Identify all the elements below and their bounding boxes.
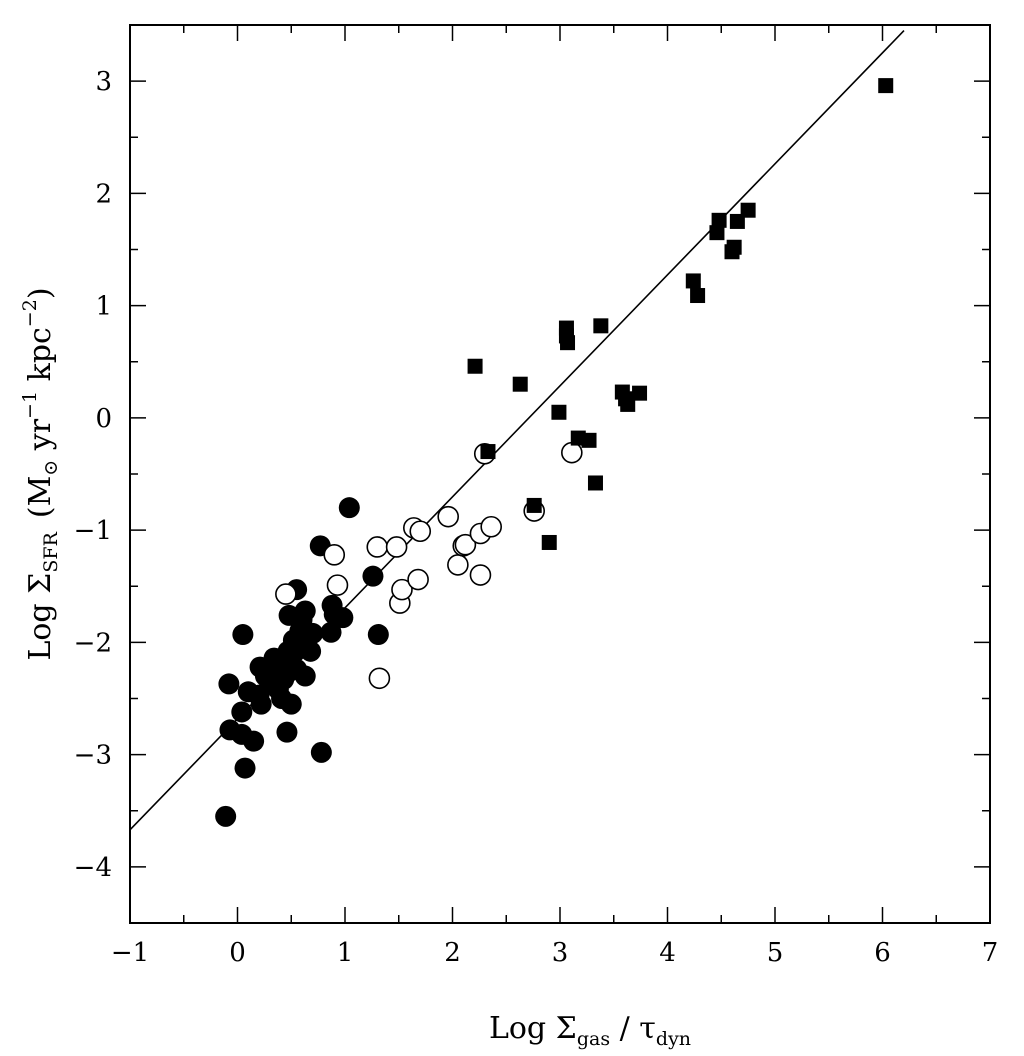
filled-circle-point	[362, 565, 384, 587]
filled-circle-point	[234, 757, 256, 779]
filled-square-point	[480, 444, 496, 460]
filled-circle-point	[338, 497, 360, 519]
filled-circle-point	[264, 654, 286, 676]
filled-square-point	[711, 212, 727, 228]
filled-circle-point	[294, 665, 316, 687]
y-tick-label: −1	[74, 516, 112, 546]
filled-square-point	[740, 202, 756, 218]
x-tick-label: 5	[767, 938, 784, 968]
filled-square-point	[620, 396, 636, 412]
y-tick-labels: −4 −3 −2 −1 0 1 2 3	[74, 67, 112, 883]
filled-circle-point	[215, 805, 237, 827]
open-circle-point	[366, 536, 389, 558]
filled-circle-point	[276, 721, 298, 743]
filled-square-point	[709, 225, 725, 241]
x-tick-label: 7	[982, 938, 999, 968]
filled-circle-point	[294, 600, 316, 622]
x-tick-label: 0	[229, 938, 246, 968]
filled-square-point	[526, 497, 542, 513]
open-circle-point	[454, 533, 477, 556]
filled-square-point	[560, 335, 576, 351]
open-circle-point	[469, 564, 492, 586]
filled-square-point	[467, 358, 483, 374]
x-tick-label: 4	[659, 938, 676, 968]
open-circle-point	[409, 520, 432, 543]
filled-square-point	[581, 432, 597, 448]
x-axis-label: Log Σgas / τdyn	[489, 1011, 691, 1050]
open-circle-point	[323, 544, 346, 566]
plot-area	[130, 30, 905, 831]
y-tick-label: 2	[95, 179, 112, 209]
filled-square-point	[512, 376, 528, 392]
filled-circle-point	[271, 688, 293, 709]
filled-square-point	[632, 385, 648, 401]
open-circle-point	[480, 515, 503, 538]
open-circle-point	[561, 441, 583, 464]
x-tick-labels: −1 0 1 2 3 4 5 6 7	[111, 938, 998, 968]
open-circle-point	[447, 554, 469, 576]
data-points	[215, 78, 894, 827]
filled-square-point	[551, 404, 567, 420]
open-circle-point	[326, 574, 349, 596]
x-tick-label: 3	[552, 938, 569, 968]
open-circle-point	[391, 578, 413, 601]
open-circle-point	[368, 667, 391, 690]
filled-square-point	[878, 78, 894, 94]
filled-circle-point	[232, 624, 254, 646]
filled-square-point	[685, 273, 701, 289]
filled-circle-point	[231, 701, 253, 723]
filled-square-point	[726, 239, 742, 255]
filled-circle-point	[250, 693, 272, 715]
y-tick-label: −2	[74, 628, 112, 658]
plot-frame	[129, 24, 991, 924]
filled-square-point	[593, 318, 609, 334]
filled-square-point	[587, 475, 603, 491]
open-circle-point	[275, 583, 297, 605]
x-tick-label: 6	[874, 938, 891, 968]
y-tick-label: −3	[74, 741, 112, 771]
filled-circle-point	[332, 607, 354, 629]
filled-circle-point	[282, 629, 304, 651]
y-axis-label: Log ΣSFR(M⊙ yr−1 kpc−2)	[19, 287, 62, 660]
x-tick-label: 2	[444, 938, 461, 968]
filled-circle-point	[367, 624, 389, 646]
x-tick-label: 1	[337, 938, 354, 968]
filled-circle-point	[243, 730, 265, 752]
x-tick-label: −1	[111, 938, 149, 968]
filled-circle-point	[302, 622, 324, 644]
y-tick-label: 0	[95, 404, 112, 434]
open-circle-point	[407, 568, 429, 591]
filled-circle-point	[320, 621, 342, 643]
y-tick-label: −4	[74, 853, 112, 883]
filled-square-point	[541, 534, 557, 550]
open-circle-point	[437, 505, 460, 528]
open-circle-point	[385, 536, 408, 558]
filled-circle-point	[300, 640, 322, 662]
axis-ticks	[129, 24, 991, 924]
filled-square-point	[690, 288, 706, 304]
y-tick-label: 3	[95, 67, 112, 97]
filled-circle-point	[218, 673, 240, 695]
y-tick-label: 1	[95, 292, 112, 322]
filled-circle-point	[310, 741, 332, 763]
